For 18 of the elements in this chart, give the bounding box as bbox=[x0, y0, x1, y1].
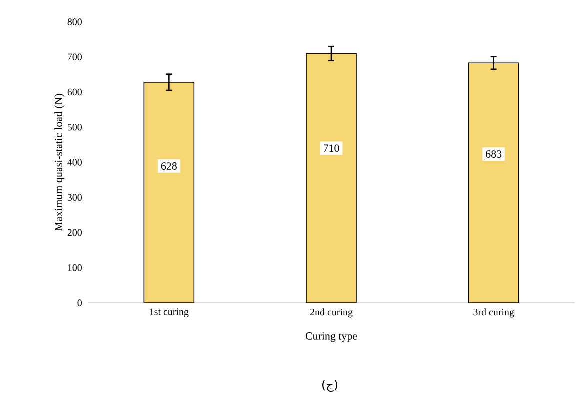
y-tick-label: 700 bbox=[68, 54, 82, 60]
x-tick-label: 3rd curing bbox=[474, 308, 514, 318]
y-tick-label: 300 bbox=[68, 194, 82, 201]
y-tick-label: 600 bbox=[68, 88, 82, 96]
y-axis-title: Maximum quasi-static load (N) bbox=[54, 94, 65, 232]
data-label: 710 bbox=[324, 144, 340, 152]
x-axis-title: Curing type bbox=[306, 332, 358, 342]
x-tick-label: 2nd curing bbox=[310, 308, 353, 318]
y-tick-label: 500 bbox=[68, 124, 82, 131]
y-tick-label: 100 bbox=[68, 264, 82, 272]
data-label: 683 bbox=[486, 150, 502, 158]
y-tick-label: 0 bbox=[78, 300, 82, 306]
text: (ج) bbox=[322, 380, 338, 392]
data-label: 628 bbox=[161, 162, 177, 170]
y-tick-label: 400 bbox=[68, 159, 82, 166]
y-tick-label: 200 bbox=[68, 229, 82, 236]
x-tick-label: 1st curing bbox=[150, 308, 189, 318]
y-tick-label: 800 bbox=[68, 18, 82, 26]
